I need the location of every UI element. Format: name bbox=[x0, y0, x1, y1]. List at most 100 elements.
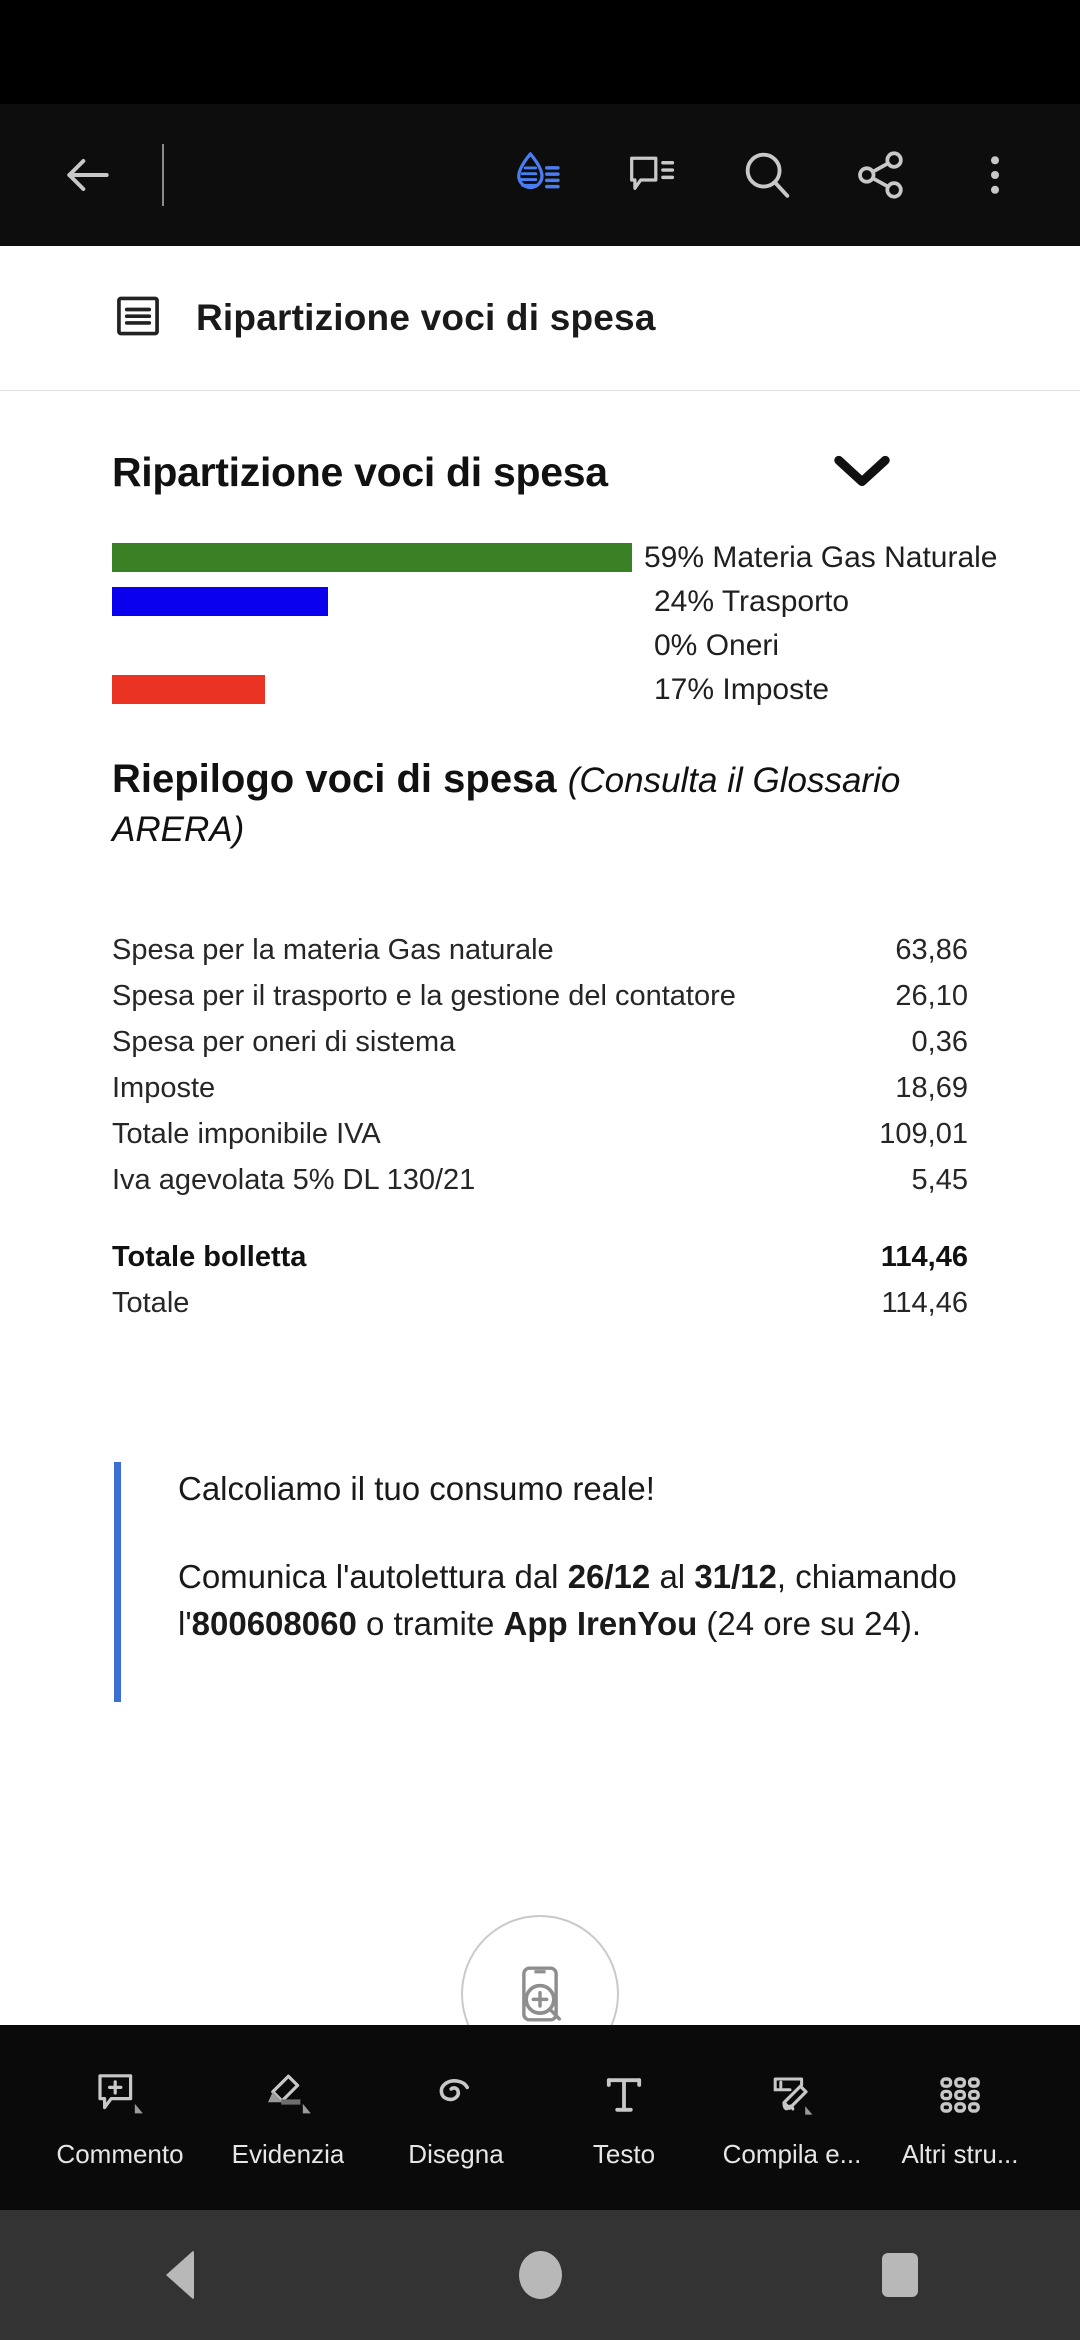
android-navbar bbox=[0, 2210, 1080, 2340]
back-arrow-icon[interactable] bbox=[42, 129, 134, 221]
table-row: Iva agevolata 5% DL 130/21 5,45 bbox=[112, 1157, 968, 1203]
row-label: Totale imponibile IVA bbox=[112, 1117, 381, 1150]
pdf-page: Ripartizione voci di spesa 59% Materia G… bbox=[0, 391, 1080, 2025]
row-value: 114,46 bbox=[880, 1240, 968, 1273]
row-value: 5,45 bbox=[911, 1163, 968, 1196]
bar-track bbox=[112, 631, 642, 660]
callout-text-5: (24 ore su 24). bbox=[697, 1605, 922, 1643]
table-row: Spesa per la materia Gas naturale 63,86 bbox=[112, 927, 968, 973]
row-label: Totale bbox=[112, 1286, 190, 1319]
table-row: Imposte 18,69 bbox=[112, 1065, 968, 1111]
bar-trasporto bbox=[112, 587, 328, 616]
tool-label: Commento bbox=[56, 2138, 184, 2169]
callout-phone: 800608060 bbox=[191, 1605, 357, 1643]
row-value: 114,46 bbox=[881, 1286, 968, 1319]
status-bar bbox=[0, 0, 1080, 104]
nav-back-icon[interactable] bbox=[105, 2210, 255, 2340]
document-title: Ripartizione voci di spesa bbox=[196, 297, 656, 338]
callout-text-2: al bbox=[650, 1558, 695, 1596]
nav-home-icon[interactable] bbox=[465, 2210, 615, 2340]
tool-label: Altri stru... bbox=[901, 2138, 1019, 2169]
chart-bar-row: 17% Imposte bbox=[112, 672, 968, 706]
row-value: 63,86 bbox=[895, 933, 968, 966]
comment-add-icon bbox=[92, 2066, 148, 2124]
callout-text-4: o tramite bbox=[356, 1605, 504, 1643]
callout-date-to: 31/12 bbox=[694, 1558, 777, 1596]
tool-label: Disegna bbox=[408, 2138, 504, 2169]
table-spacer bbox=[112, 1203, 968, 1234]
callout-app-name: App IrenYou bbox=[503, 1605, 698, 1643]
row-value: 26,10 bbox=[895, 979, 968, 1012]
liquid-mode-droplet-icon[interactable] bbox=[496, 132, 582, 218]
share-icon[interactable] bbox=[838, 132, 924, 218]
row-value: 18,69 bbox=[895, 1071, 968, 1104]
row-label: Totale bolletta bbox=[112, 1240, 307, 1273]
row-label: Iva agevolata 5% DL 130/21 bbox=[112, 1163, 476, 1196]
bar-label-materia: 59% Materia Gas Naturale bbox=[644, 540, 998, 574]
row-label: Imposte bbox=[112, 1071, 216, 1104]
table-row: Spesa per oneri di sistema 0,36 bbox=[112, 1019, 968, 1065]
row-label: Spesa per la materia Gas naturale bbox=[112, 933, 554, 966]
expense-breakdown-chart: 59% Materia Gas Naturale 24% Trasporto 0… bbox=[112, 542, 998, 704]
row-label: Spesa per oneri di sistema bbox=[112, 1025, 456, 1058]
bar-track bbox=[112, 587, 642, 616]
search-icon[interactable] bbox=[724, 132, 810, 218]
tool-label: Evidenzia bbox=[231, 2138, 345, 2169]
text-t-icon bbox=[598, 2066, 650, 2124]
tool-altri-strumenti[interactable]: Altri stru... bbox=[876, 2066, 1044, 2170]
callout-text-3: , chiamando l' bbox=[178, 1558, 957, 1643]
toolbar-divider bbox=[162, 144, 164, 206]
more-tools-grid-icon bbox=[934, 2066, 986, 2124]
bar-track bbox=[112, 543, 632, 572]
row-value: 109,01 bbox=[879, 1117, 968, 1150]
callout-line-1: Calcoliamo il tuo consumo reale! bbox=[178, 1469, 655, 1507]
riepilogo-heading: Riepilogo voci di spesa (Consulta il Glo… bbox=[112, 755, 902, 853]
toolbar-right-group bbox=[496, 132, 1038, 218]
bar-imposte bbox=[112, 675, 265, 704]
row-value: 0,36 bbox=[911, 1025, 968, 1058]
table-row-total: Totale bolletta 114,46 bbox=[112, 1234, 968, 1280]
callout-line-2: Comunica l'autolettura dal 26/12 al 31/1… bbox=[178, 1554, 968, 1648]
expense-table: Spesa per la materia Gas naturale 63,86 … bbox=[112, 927, 968, 1326]
tool-disegna[interactable]: Disegna bbox=[372, 2066, 540, 2170]
bar-label-trasporto: 24% Trasporto bbox=[654, 584, 850, 618]
bar-label-imposte: 17% Imposte bbox=[654, 672, 830, 706]
table-row: Totale 114,46 bbox=[112, 1280, 968, 1326]
callout-text-1: Comunica l'autolettura dal bbox=[178, 1558, 568, 1596]
phone-zoom-in-icon[interactable] bbox=[461, 1915, 619, 2025]
bar-materia bbox=[112, 543, 632, 572]
section-header: Ripartizione voci di spesa bbox=[112, 449, 968, 496]
chart-bar-row: 59% Materia Gas Naturale bbox=[112, 542, 998, 572]
more-vert-icon[interactable] bbox=[952, 132, 1038, 218]
tool-testo[interactable]: Testo bbox=[540, 2066, 708, 2170]
tool-commento[interactable]: Commento bbox=[36, 2066, 204, 2170]
bar-label-oneri: 0% Oneri bbox=[654, 628, 780, 662]
section-title: Ripartizione voci di spesa bbox=[112, 449, 608, 495]
table-row: Totale imponibile IVA 109,01 bbox=[112, 1111, 968, 1157]
nav-recents-icon[interactable] bbox=[825, 2210, 975, 2340]
chart-bar-row: 24% Trasporto bbox=[112, 584, 968, 618]
row-label: Spesa per il trasporto e la gestione del… bbox=[112, 979, 736, 1012]
app-toolbar bbox=[0, 104, 1080, 246]
tool-evidenzia[interactable]: Evidenzia bbox=[204, 2066, 372, 2170]
draw-loop-icon bbox=[428, 2066, 484, 2124]
callout-date-from: 26/12 bbox=[567, 1558, 651, 1596]
highlighter-icon bbox=[260, 2066, 316, 2124]
bar-track bbox=[112, 675, 642, 704]
fill-and-sign-icon bbox=[764, 2066, 820, 2124]
annotation-toolbar: Commento Evidenzia Disegna bbox=[0, 2025, 1080, 2210]
autolettura-callout: Calcoliamo il tuo consumo reale! Comunic… bbox=[114, 1461, 968, 1703]
riepilogo-note: (Consulta il Glossario ARERA) bbox=[112, 761, 901, 849]
chevron-down-icon[interactable] bbox=[831, 450, 893, 495]
document-titlebar[interactable]: Ripartizione voci di spesa bbox=[0, 246, 1080, 391]
table-row: Spesa per il trasporto e la gestione del… bbox=[112, 973, 968, 1019]
tool-label: Testo bbox=[592, 2138, 656, 2169]
comment-bubble-icon[interactable] bbox=[610, 132, 696, 218]
tool-compila-e-firma[interactable]: Compila e... bbox=[708, 2066, 876, 2170]
document-outline-icon bbox=[112, 290, 164, 347]
chart-bar-row: 0% Oneri bbox=[112, 628, 968, 662]
riepilogo-title: Riepilogo voci di spesa bbox=[112, 757, 557, 801]
tool-label: Compila e... bbox=[722, 2138, 862, 2169]
toolbar-left-group bbox=[42, 129, 164, 221]
